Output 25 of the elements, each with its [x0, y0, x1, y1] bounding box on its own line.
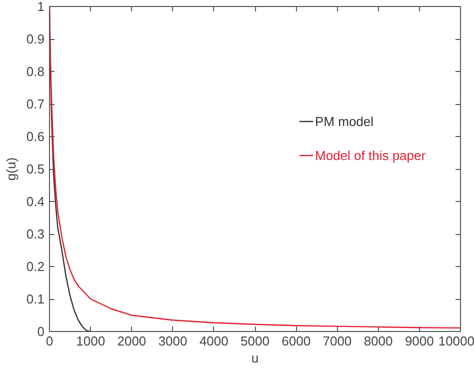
x-tick-label: 6000: [282, 334, 311, 348]
x-tick-label: 9000: [404, 334, 434, 348]
y-tick-label: 0.7: [26, 96, 45, 112]
y-tick-label: 0.2: [26, 259, 45, 274]
x-tick-label: 8000: [364, 334, 393, 348]
legend-label: PM model: [315, 114, 374, 128]
y-tick-label: 0: [37, 324, 45, 339]
y-tick-label: 0.4: [26, 194, 45, 209]
y-tick-label: 0.9: [26, 32, 45, 46]
x-tick-label: 1000: [76, 334, 106, 348]
x-tick-label: 7000: [322, 334, 352, 348]
x-tick-label: 5000: [240, 334, 270, 348]
x-tick-label: 2000: [117, 334, 146, 348]
y-tick-label: 0.3: [26, 226, 45, 242]
x-tick-label: 10000: [438, 334, 474, 348]
y-tick-label: 0.8: [26, 64, 45, 79]
x-tick-label: 4000: [199, 334, 228, 348]
legend-label: Model of this paper: [315, 148, 426, 162]
y-tick-label: 0.5: [26, 162, 45, 176]
y-axis-title: g(u): [3, 157, 18, 181]
x-tick-label: 3000: [158, 334, 188, 348]
y-tick-label: 1: [37, 0, 45, 14]
y-tick-label: 0.6: [26, 129, 45, 144]
x-axis-title: u: [251, 350, 259, 366]
y-tick-label: 0.1: [26, 292, 45, 306]
